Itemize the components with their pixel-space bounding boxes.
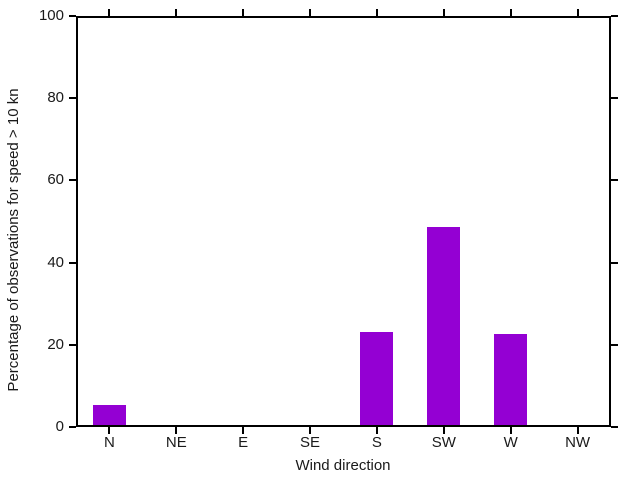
x-tick-label: NE (165, 434, 187, 451)
y-tick-right (611, 179, 618, 182)
x-tick-top (242, 9, 245, 16)
x-tick-bottom (442, 427, 445, 434)
x-tick-label: S (371, 434, 382, 451)
bar-S (360, 332, 394, 427)
y-tick-left (69, 426, 76, 428)
x-tick-top (509, 9, 512, 16)
x-tick-bottom (509, 427, 512, 434)
x-tick-bottom (375, 427, 378, 434)
y-tick-label: 0 (55, 418, 64, 435)
x-tick-label: W (503, 434, 518, 451)
bar-N (92, 404, 126, 427)
y-tick-label: 60 (47, 171, 64, 189)
y-tick-right (611, 426, 618, 428)
x-tick-label: E (238, 434, 249, 451)
y-tick-left (69, 97, 76, 100)
x-tick-bottom (576, 427, 579, 434)
x-tick-top (442, 9, 445, 16)
x-tick-top (576, 9, 579, 16)
y-tick-label: 80 (47, 89, 64, 107)
y-tick-right (611, 15, 618, 17)
x-tick-label: SW (431, 434, 456, 451)
x-tick-top (175, 9, 178, 16)
y-tick-left (69, 15, 76, 17)
y-tick-label: 100 (38, 7, 64, 24)
x-tick-label: NW (565, 434, 591, 451)
x-tick-bottom (175, 427, 178, 434)
x-tick-top (375, 9, 378, 16)
y-tick-left (69, 261, 76, 264)
y-tick-left (69, 343, 76, 346)
x-axis-title: Wind direction (295, 457, 391, 474)
y-tick-right (611, 97, 618, 100)
x-tick-top (309, 9, 312, 16)
x-tick-label: SE (300, 434, 321, 451)
x-tick-top (108, 9, 111, 16)
y-tick-right (611, 343, 618, 346)
plot-area (76, 16, 611, 427)
x-tick-bottom (242, 427, 245, 434)
x-tick-bottom (108, 427, 111, 434)
x-tick-label: N (104, 434, 115, 451)
y-tick-left (69, 179, 76, 182)
y-tick-right (611, 261, 618, 264)
bar-W (494, 334, 528, 427)
y-tick-label: 40 (47, 253, 64, 271)
y-tick-label: 20 (47, 335, 64, 353)
x-tick-bottom (309, 427, 312, 434)
bar-SW (427, 227, 461, 427)
